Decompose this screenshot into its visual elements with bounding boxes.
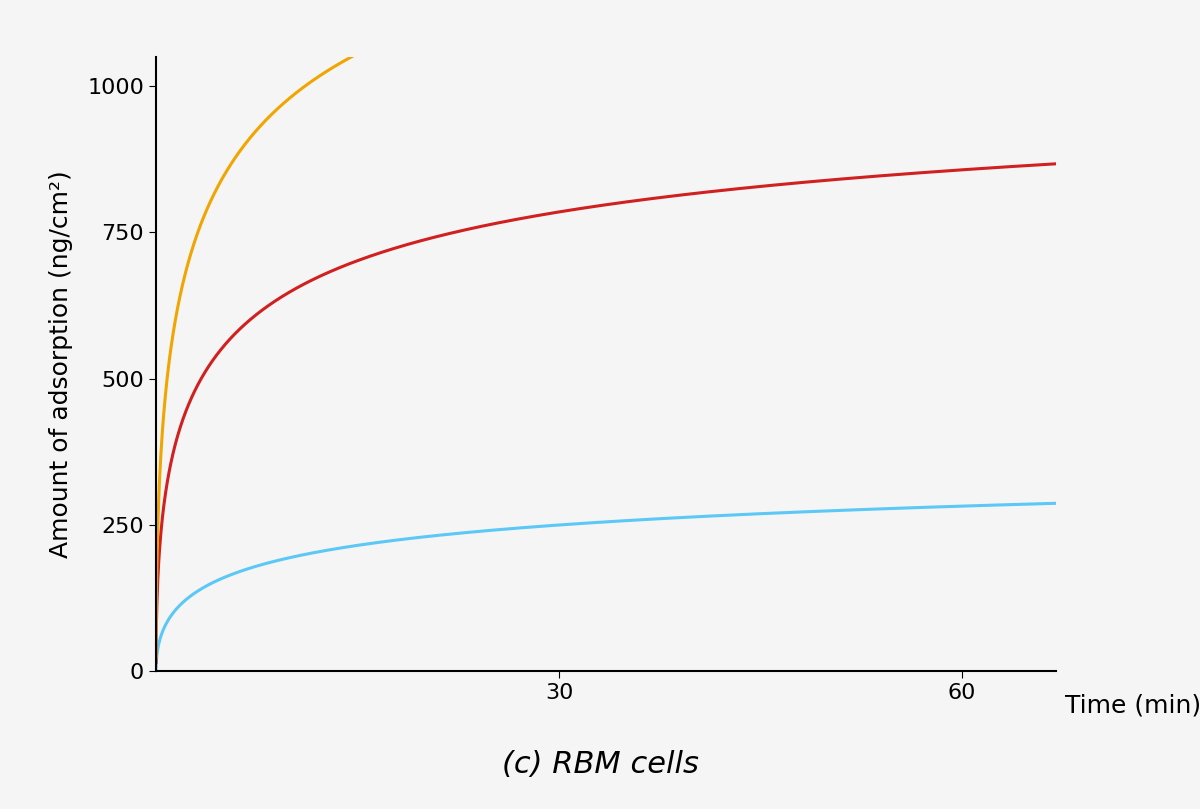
Text: Time (min): Time (min)	[1066, 693, 1200, 718]
Y-axis label: Amount of adsorption (ng/cm²): Amount of adsorption (ng/cm²)	[49, 170, 73, 558]
Text: (c) RBM cells: (c) RBM cells	[502, 750, 698, 779]
